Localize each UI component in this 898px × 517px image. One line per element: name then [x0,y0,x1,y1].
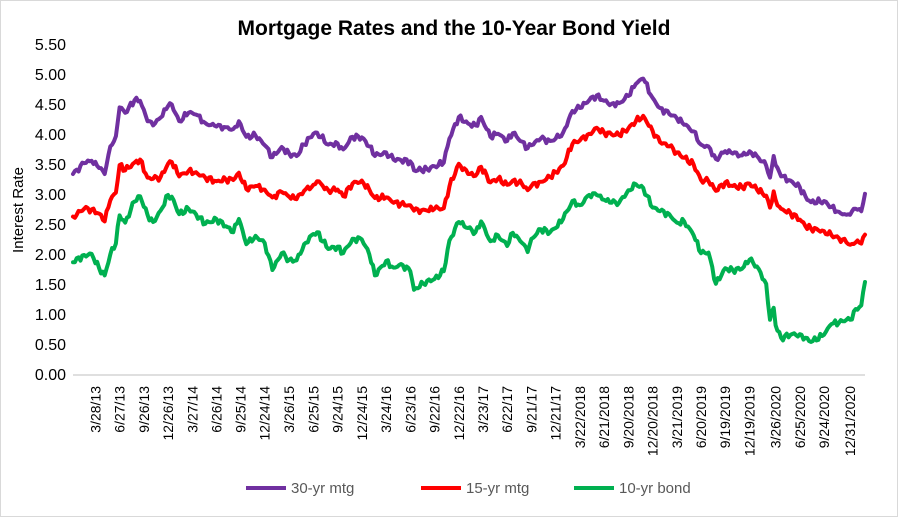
x-tick-label: 3/23/17 [475,386,491,433]
x-tick-label: 3/26/15 [281,386,297,433]
chart-title: Mortgage Rates and the 10-Year Bond Yiel… [238,17,671,40]
legend-label: 15-yr mtg [466,480,529,497]
x-tick-label: 6/26/14 [209,386,225,433]
series-line-10-yr-bond [71,181,867,344]
x-tick-label: 9/26/13 [136,386,152,433]
y-tick-label: 3.50 [35,157,66,174]
x-tick-label: 12/22/16 [451,386,467,441]
y-axis-title: Interest Rate [10,167,27,253]
x-tick-label: 3/27/14 [184,386,200,433]
x-tick-label: 3/21/2019 [669,386,685,448]
y-axis-ticks: 0.00 0.50 1.00 1.50 2.00 2.50 3.00 3.50 4.00 4.50… [35,37,66,384]
y-tick-label: 5.50 [35,37,66,54]
series-line-30-yr-mtg [71,76,867,217]
x-tick-label: 6/22/17 [499,386,515,433]
x-tick-label: 12/24/15 [354,386,370,441]
x-tick-label: 9/20/2018 [620,386,636,448]
series-lines [71,76,867,344]
x-tick-label: 3/26/2020 [768,386,784,448]
x-tick-label: 6/25/15 [305,386,321,433]
x-tick-label: 3/28/13 [87,386,103,433]
x-tick-label: 12/21/17 [548,386,564,441]
x-tick-label: 6/25/2020 [792,386,808,448]
x-tick-label: 12/20/2018 [645,386,661,456]
x-tick-label: 6/27/13 [112,386,128,433]
y-tick-label: 5.00 [35,67,66,84]
y-tick-label: 0.50 [35,337,66,354]
legend: 30-yr mtg 15-yr mtg 10-yr bond [246,480,691,497]
x-tick-label: 6/23/16 [402,386,418,433]
x-tick-label: 12/24/14 [257,386,273,441]
y-tick-label: 2.00 [35,247,66,264]
y-tick-label: 0.00 [35,367,66,384]
x-tick-label: 3/22/2018 [572,386,588,448]
x-tick-label: 12/31/2020 [842,386,858,456]
x-tick-label: 9/22/16 [427,386,443,433]
y-tick-label: 4.50 [35,97,66,114]
x-axis-ticks: 3/28/13 6/27/13 9/26/13 12/26/13 3/27/14 6/26… [87,386,858,456]
x-tick-label: 9/19/2019 [717,386,733,448]
x-tick-label: 12/19/2019 [742,386,758,456]
x-tick-label: 6/20/2019 [693,386,709,448]
legend-label: 30-yr mtg [291,480,354,497]
series-line-15-yr-mtg [71,113,867,247]
x-tick-label: 6/21/2018 [596,386,612,448]
x-tick-label: 3/24/16 [378,386,394,433]
legend-label: 10-yr bond [619,480,691,497]
x-tick-label: 9/21/17 [523,386,539,433]
x-tick-label: 12/26/13 [160,386,176,441]
x-tick-label: 9/25/14 [233,386,249,433]
x-tick-label: 9/24/15 [330,386,346,433]
y-tick-label: 3.00 [35,187,66,204]
y-tick-label: 2.50 [35,217,66,234]
x-tick-label: 9/24/2020 [816,386,832,448]
y-tick-label: 1.50 [35,277,66,294]
y-tick-label: 4.00 [35,127,66,144]
y-tick-label: 1.00 [35,307,66,324]
